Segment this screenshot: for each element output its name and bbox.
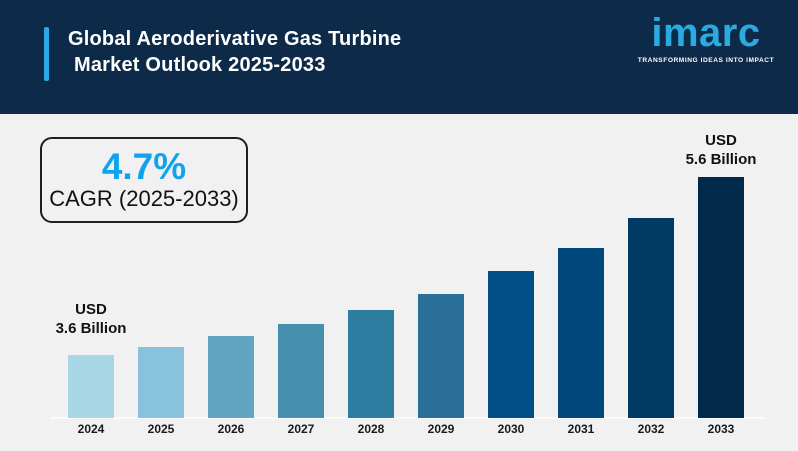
chart-area: 4.7% CAGR (2025-2033) USD 5.6 Billion US… xyxy=(0,114,798,451)
x-tick-label-2027: 2027 xyxy=(287,422,315,436)
page-title-line1: Global Aeroderivative Gas Turbine xyxy=(68,28,402,50)
x-tick-label-2028: 2028 xyxy=(357,422,385,436)
bar-column-2028: 2028 xyxy=(348,310,394,436)
value-label-2024-amount: 3.6 Billion xyxy=(55,320,127,337)
bar-2031 xyxy=(558,248,604,418)
x-tick-label-2026: 2026 xyxy=(217,422,245,436)
value-label-2024: USD 3.6 Billion xyxy=(26,300,156,338)
value-label-2033-amount: 5.6 Billion xyxy=(685,151,757,168)
imarc-logo-wordmark: imarc xyxy=(651,11,761,55)
x-tick-label-2032: 2032 xyxy=(637,422,665,436)
bar-column-2033: 2033 xyxy=(698,177,744,436)
cagr-card: 4.7% CAGR (2025-2033) xyxy=(40,137,248,223)
bar-column-2029: 2029 xyxy=(418,294,464,436)
bar-2027 xyxy=(278,324,324,418)
bar-2030 xyxy=(488,271,534,418)
title-accent-bar xyxy=(44,27,49,81)
bar-2033 xyxy=(698,177,744,418)
bar-column-2032: 2032 xyxy=(628,218,674,436)
bar-2025 xyxy=(138,347,184,418)
cagr-label: CAGR (2025-2033) xyxy=(49,186,239,211)
bar-column-2026: 2026 xyxy=(208,336,254,436)
x-tick-label-2029: 2029 xyxy=(427,422,455,436)
x-tick-label-2030: 2030 xyxy=(497,422,525,436)
bar-column-2031: 2031 xyxy=(558,248,604,436)
bar-2028 xyxy=(348,310,394,418)
value-label-2033: USD 5.6 Billion xyxy=(656,131,786,169)
imarc-logo: imarc TRANSFORMING IDEAS INTO IMPACT xyxy=(630,10,782,64)
bar-column-2025: 2025 xyxy=(138,347,184,436)
bar-column-2027: 2027 xyxy=(278,324,324,436)
x-tick-label-2033: 2033 xyxy=(707,422,735,436)
value-label-2033-currency: USD xyxy=(705,132,737,149)
bar-group: 2024 2025 2026 2027 2028 2029 2030 2031 2032 2033 xyxy=(68,177,744,436)
x-tick-label-2024: 2024 xyxy=(77,422,105,436)
value-label-2024-currency: USD xyxy=(75,301,107,318)
x-axis-line xyxy=(50,417,765,419)
cagr-value: 4.7% xyxy=(101,146,187,187)
page-title-line2: Market Outlook 2025-2033 xyxy=(74,54,326,76)
bar-2024 xyxy=(68,355,114,418)
bar-column-2030: 2030 xyxy=(488,271,534,436)
bar-2026 xyxy=(208,336,254,418)
imarc-logo-tagline: TRANSFORMING IDEAS INTO IMPACT xyxy=(637,57,775,64)
x-tick-label-2025: 2025 xyxy=(147,422,175,436)
bar-2032 xyxy=(628,218,674,418)
page-title: Global Aeroderivative Gas Turbine Market… xyxy=(68,26,401,78)
header: Global Aeroderivative Gas Turbine Market… xyxy=(0,0,798,114)
x-tick-label-2031: 2031 xyxy=(567,422,595,436)
bar-2029 xyxy=(418,294,464,418)
bar-column-2024: 2024 xyxy=(68,355,114,436)
